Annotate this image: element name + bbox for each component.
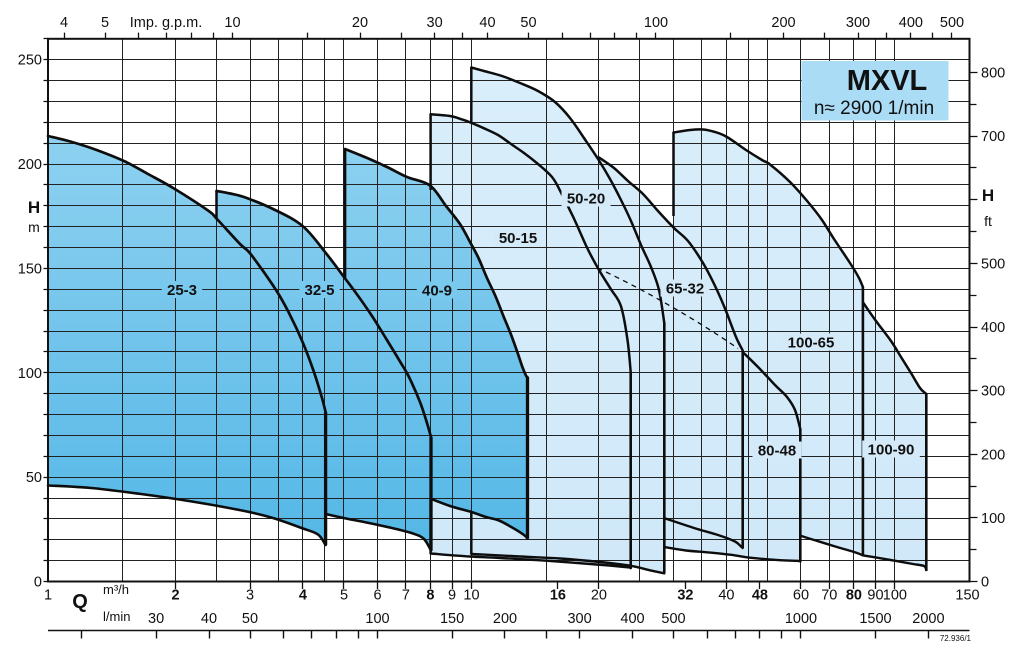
svg-text:4: 4 [299,588,307,604]
svg-text:100: 100 [981,511,1005,527]
svg-text:65-32: 65-32 [666,281,704,298]
svg-text:32: 32 [677,588,693,604]
svg-text:20: 20 [352,15,368,31]
svg-text:32-5: 32-5 [304,282,334,299]
svg-text:50: 50 [242,611,258,627]
svg-text:90: 90 [867,588,883,604]
svg-text:400: 400 [981,320,1005,336]
svg-text:Q: Q [72,591,88,613]
svg-text:500: 500 [981,256,1005,272]
svg-text:50: 50 [520,15,536,31]
svg-text:m³/h: m³/h [103,582,129,597]
svg-text:ft: ft [984,213,992,229]
svg-text:25-3: 25-3 [167,282,197,299]
svg-text:200: 200 [493,611,517,627]
svg-text:40: 40 [201,611,217,627]
svg-text:150: 150 [440,611,464,627]
svg-text:Imp. g.p.m.: Imp. g.p.m. [130,15,203,31]
svg-text:6: 6 [373,588,381,604]
svg-text:H: H [982,186,994,205]
svg-text:100-90: 100-90 [868,442,915,459]
svg-text:200: 200 [981,447,1005,463]
svg-text:5: 5 [101,15,109,31]
svg-text:48: 48 [752,588,768,604]
svg-text:2: 2 [171,588,179,604]
svg-text:10: 10 [224,15,240,31]
svg-text:10: 10 [463,588,479,604]
svg-text:50-15: 50-15 [499,230,537,247]
svg-text:m: m [28,219,40,235]
svg-text:300: 300 [846,15,870,31]
svg-text:200: 200 [771,15,795,31]
svg-text:4: 4 [60,15,68,31]
svg-text:3: 3 [246,588,254,604]
svg-text:5: 5 [340,588,348,604]
svg-text:80: 80 [846,588,862,604]
svg-text:150: 150 [955,588,979,604]
svg-text:200: 200 [18,157,42,173]
svg-text:20: 20 [591,588,607,604]
svg-text:9: 9 [448,588,456,604]
svg-text:800: 800 [981,66,1005,82]
svg-text:l/min: l/min [103,609,130,624]
svg-text:30: 30 [427,15,443,31]
svg-text:400: 400 [899,15,923,31]
svg-text:0: 0 [34,575,42,591]
svg-text:16: 16 [550,588,566,604]
svg-text:MXVL: MXVL [847,65,928,97]
svg-text:72.936/1: 72.936/1 [940,634,972,643]
svg-text:100: 100 [18,366,42,382]
svg-text:80-48: 80-48 [758,443,796,460]
svg-text:1000: 1000 [785,611,817,627]
svg-text:1500: 1500 [859,611,891,627]
svg-text:8: 8 [426,588,434,604]
svg-text:0: 0 [981,575,989,591]
svg-text:300: 300 [567,611,591,627]
svg-text:30: 30 [148,611,164,627]
svg-text:H: H [28,198,40,217]
svg-text:70: 70 [821,588,837,604]
svg-text:1: 1 [44,588,52,604]
svg-text:2000: 2000 [912,611,944,627]
svg-text:60: 60 [793,588,809,604]
svg-text:7: 7 [402,588,410,604]
svg-text:300: 300 [981,384,1005,400]
svg-text:150: 150 [18,261,42,277]
svg-text:50: 50 [26,470,42,486]
svg-text:50-20: 50-20 [567,191,605,208]
svg-text:400: 400 [620,611,644,627]
svg-text:100: 100 [883,588,907,604]
svg-text:100: 100 [365,611,389,627]
svg-text:500: 500 [940,15,964,31]
svg-text:100-65: 100-65 [788,335,835,352]
svg-text:250: 250 [18,53,42,69]
svg-text:100: 100 [644,15,668,31]
svg-text:40: 40 [718,588,734,604]
svg-text:700: 700 [981,129,1005,145]
svg-text:n≈ 2900 1/min: n≈ 2900 1/min [814,98,934,119]
svg-text:500: 500 [661,611,685,627]
svg-text:40: 40 [479,15,495,31]
svg-text:40-9: 40-9 [422,283,452,300]
